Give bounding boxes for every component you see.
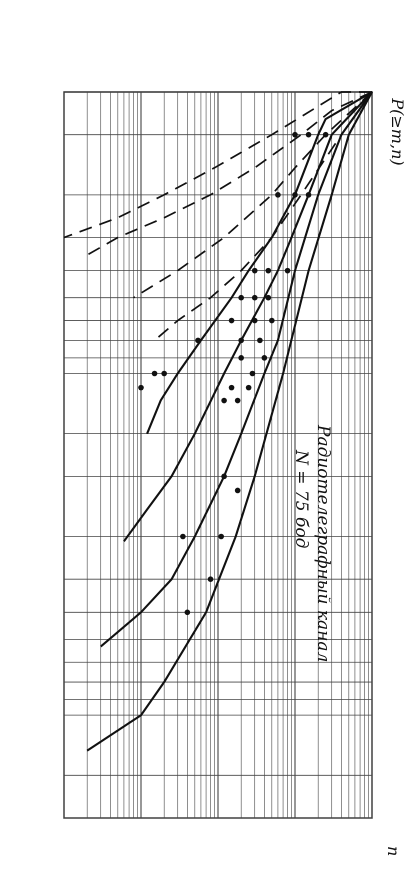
annotation-line-2: N = 75 бод xyxy=(291,449,311,549)
curve-dashed-4 xyxy=(63,91,372,239)
data-point xyxy=(228,384,235,391)
data-point xyxy=(322,131,329,138)
grid xyxy=(63,91,373,819)
data-points xyxy=(138,131,329,616)
curve-dashed-5 xyxy=(86,91,373,256)
data-point xyxy=(261,355,268,361)
data-point xyxy=(138,384,144,391)
annotation-group: Радиотелеграфный канал N = 75 бод xyxy=(291,424,333,662)
data-point xyxy=(151,370,158,377)
curve-dashed-7 xyxy=(154,91,373,342)
data-point xyxy=(221,473,227,480)
data-point xyxy=(238,337,244,344)
y-axis-title: P(≥m,n) xyxy=(388,97,407,165)
data-point xyxy=(292,192,298,198)
data-point xyxy=(184,609,191,616)
data-point xyxy=(228,317,235,324)
data-point xyxy=(269,317,275,324)
data-point xyxy=(238,294,244,301)
data-point xyxy=(305,192,312,198)
data-point xyxy=(257,337,263,344)
x-axis-title: n xyxy=(384,846,403,856)
curve-solid-0 xyxy=(146,91,373,435)
data-point xyxy=(292,131,298,138)
data-point xyxy=(238,355,244,361)
data-point xyxy=(161,370,167,377)
data-point xyxy=(221,397,227,404)
data-point xyxy=(234,397,241,404)
curve-solid-3 xyxy=(86,91,373,752)
data-point xyxy=(305,131,312,138)
curve-solid-2 xyxy=(100,91,373,648)
data-point xyxy=(180,533,186,540)
data-point xyxy=(251,317,258,324)
data-point xyxy=(245,384,252,391)
data-point xyxy=(251,267,258,274)
annotation-line-1: Радиотелеграфный канал xyxy=(313,424,333,662)
data-point xyxy=(265,294,272,301)
data-point xyxy=(251,294,258,301)
data-point xyxy=(284,267,291,274)
data-point xyxy=(207,576,214,582)
data-point xyxy=(249,370,256,377)
data-point xyxy=(234,487,241,494)
data-point xyxy=(195,337,201,344)
data-point xyxy=(275,192,281,198)
curve-solid-1 xyxy=(123,91,373,543)
data-point xyxy=(265,267,272,274)
data-point xyxy=(218,533,224,540)
